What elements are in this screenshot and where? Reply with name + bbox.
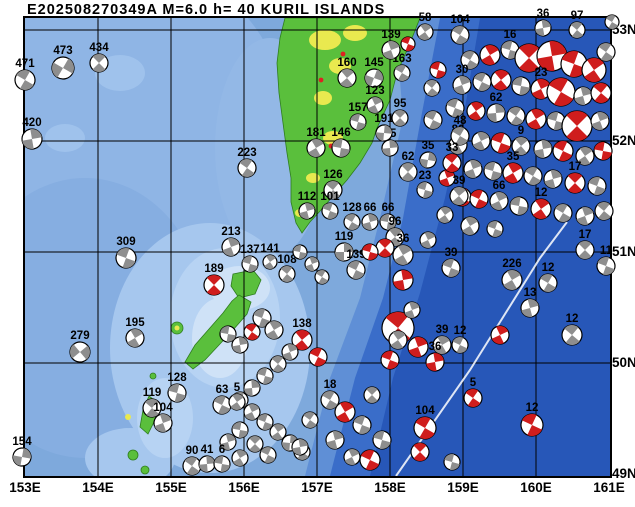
lon-tick-155e: 155E <box>155 480 187 495</box>
highland-patch <box>329 58 351 74</box>
lon-tick-153e: 153E <box>9 480 41 495</box>
volcano-dot <box>340 51 346 57</box>
landmass <box>140 465 150 475</box>
volcano-dot <box>302 211 308 217</box>
lon-tick-157e: 157E <box>301 480 333 495</box>
map-area <box>23 16 612 478</box>
lon-tick-154e: 154E <box>82 480 114 495</box>
lat-tick-49n: 49N <box>612 466 635 481</box>
highland-patch <box>323 131 343 145</box>
lat-tick-52n: 52N <box>612 133 635 148</box>
lat-tick-53n: 53N <box>612 22 635 37</box>
lat-tick-51n: 51N <box>612 244 635 259</box>
lon-tick-159e: 159E <box>447 480 479 495</box>
lon-tick-156e: 156E <box>228 480 260 495</box>
highland-patch <box>309 30 341 50</box>
lon-tick-160e: 160E <box>520 480 552 495</box>
highland-patch <box>314 91 332 105</box>
highland-patch <box>125 414 131 420</box>
bathymetry-patch <box>45 124 85 152</box>
landmass <box>184 294 252 370</box>
lat-tick-50n: 50N <box>612 355 635 370</box>
volcano-dot <box>318 77 324 83</box>
lon-tick-161e: 161E <box>593 480 625 495</box>
highland-patch <box>306 173 320 183</box>
landmass <box>127 449 139 461</box>
landmass <box>149 372 157 380</box>
plot-title: E202508270349A M=6.0 h= 40 KURIL ISLANDS <box>27 2 386 18</box>
highland-patch <box>174 325 180 331</box>
map-background <box>25 18 610 476</box>
bathymetry-patch <box>95 55 145 91</box>
highland-patch <box>343 25 367 41</box>
lon-tick-158e: 158E <box>374 480 406 495</box>
volcano-dot <box>328 143 334 149</box>
